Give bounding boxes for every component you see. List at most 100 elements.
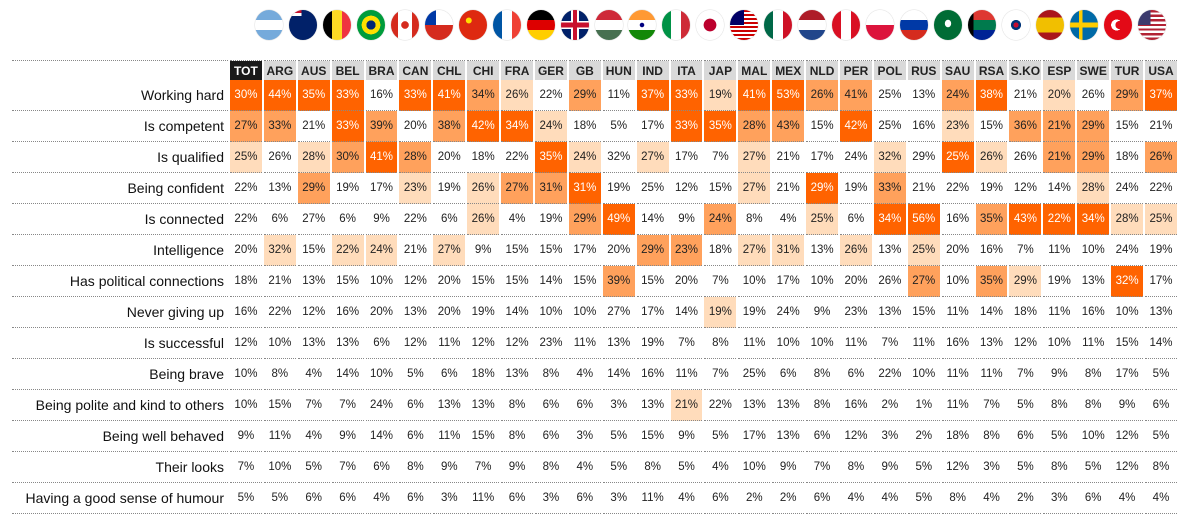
heatmap-cell: 5% bbox=[1007, 389, 1043, 421]
heatmap-cell: 22% bbox=[329, 234, 365, 266]
heatmap-cell: 26% bbox=[261, 141, 297, 173]
column-header-nld: NLD bbox=[804, 60, 840, 80]
heatmap-cell: 26% bbox=[465, 203, 501, 235]
heatmap-cell: 42% bbox=[465, 110, 501, 142]
heatmap-cell: 18% bbox=[228, 265, 263, 297]
heatmap-cell: 17% bbox=[1143, 265, 1177, 297]
heatmap-cell: 17% bbox=[363, 172, 399, 204]
heatmap-cell: 18% bbox=[702, 234, 738, 266]
heatmap-cell: 37% bbox=[634, 80, 670, 111]
heatmap-cell: 19% bbox=[1143, 234, 1177, 266]
heatmap-cell: 19% bbox=[736, 296, 772, 328]
row-label: Being well behaved bbox=[12, 420, 229, 452]
heatmap-cell: 13% bbox=[431, 389, 467, 421]
heatmap-cell: 5% bbox=[1075, 451, 1111, 483]
heatmap-cell: 33% bbox=[871, 172, 907, 204]
heatmap-cell: 33% bbox=[397, 80, 433, 111]
heatmap-cell: 14% bbox=[329, 358, 365, 390]
heatmap-cell: 26% bbox=[499, 80, 535, 111]
row-label: Intelligence bbox=[12, 234, 229, 266]
column-header-fra: FRA bbox=[499, 60, 535, 80]
heatmap-cell: 25% bbox=[1143, 203, 1177, 235]
row-label: Having a good sense of humour bbox=[12, 482, 229, 514]
heatmap-cell: 12% bbox=[838, 420, 873, 452]
heatmap-cell: 12% bbox=[668, 172, 704, 204]
heatmap-cell: 10% bbox=[804, 327, 840, 359]
heatmap-cell: 13% bbox=[871, 234, 907, 266]
heatmap-cell: 19% bbox=[702, 296, 738, 328]
heatmap-cell: 6% bbox=[329, 203, 365, 235]
column-header-chl: CHL bbox=[431, 60, 467, 80]
table-row: Being brave 10% 8% 4% 14% 10% 5% 6% 18% 13% 8% 4% 14… bbox=[12, 358, 1177, 390]
table-row: Having a good sense of humour 5% 5% 6% 6% 4% 6… bbox=[12, 482, 1177, 514]
flag-netherlands-icon bbox=[798, 10, 827, 40]
heatmap-cell: 10% bbox=[939, 265, 975, 297]
heatmap-cell: 10% bbox=[770, 327, 806, 359]
heatmap-cell: 9% bbox=[770, 451, 806, 483]
flag-canada-icon bbox=[390, 10, 419, 40]
heatmap-cell: 24% bbox=[363, 234, 399, 266]
heatmap-cell: 8% bbox=[939, 482, 975, 514]
heatmap-cell: 8% bbox=[499, 389, 535, 421]
heatmap-cell: 26% bbox=[1075, 80, 1111, 111]
heatmap-cell: 15% bbox=[1109, 327, 1145, 359]
heatmap-cell: 12% bbox=[465, 327, 501, 359]
heatmap-cell: 29% bbox=[295, 172, 331, 204]
heatmap-cell: 20% bbox=[939, 234, 975, 266]
heatmap-cell: 8% bbox=[533, 451, 568, 483]
column-header-bel: BEL bbox=[329, 60, 365, 80]
heatmap-cell: 29% bbox=[905, 141, 941, 173]
heatmap-cell: 7% bbox=[804, 451, 840, 483]
heatmap-cell: 35% bbox=[295, 80, 331, 111]
flag-south-africa-icon bbox=[967, 10, 996, 40]
column-header-chi: CHI bbox=[465, 60, 501, 80]
heatmap-cell: 8% bbox=[973, 420, 1009, 452]
heatmap-cell: 41% bbox=[431, 80, 467, 111]
heatmap-cell: 15% bbox=[634, 265, 670, 297]
heatmap-cell: 8% bbox=[804, 358, 840, 390]
heatmap-cell: 15% bbox=[804, 110, 840, 142]
flag-peru-icon bbox=[832, 10, 861, 40]
heatmap-cell: 12% bbox=[1109, 420, 1145, 452]
heatmap-cell: 5% bbox=[1041, 420, 1077, 452]
flag-germany-icon bbox=[526, 10, 555, 40]
heatmap-cell: 15% bbox=[905, 296, 941, 328]
heatmap-cell: 18% bbox=[465, 141, 501, 173]
heatmap-cell: 25% bbox=[634, 172, 670, 204]
heatmap-cell: 28% bbox=[736, 110, 772, 142]
heatmap-cell: 5% bbox=[905, 482, 941, 514]
heatmap-cell: 6% bbox=[295, 482, 331, 514]
heatmap-cell: 32% bbox=[871, 141, 907, 173]
heatmap-cell: 10% bbox=[261, 327, 297, 359]
heatmap-cell: 10% bbox=[261, 451, 297, 483]
heatmap-cell: 8% bbox=[1075, 358, 1111, 390]
heatmap-cell: 21% bbox=[770, 141, 806, 173]
heatmap-cell: 6% bbox=[533, 389, 568, 421]
heatmap-cell: 6% bbox=[1007, 420, 1043, 452]
heatmap-cell: 16% bbox=[939, 327, 975, 359]
heatmap-cell: 9% bbox=[499, 451, 535, 483]
column-header-aus: AUS bbox=[295, 60, 331, 80]
heatmap-cell: 6% bbox=[838, 203, 873, 235]
heatmap-cell: 9% bbox=[228, 420, 263, 452]
heatmap-cell: 20% bbox=[397, 110, 433, 142]
heatmap-cell: 15% bbox=[499, 234, 535, 266]
column-header-can: CAN bbox=[397, 60, 433, 80]
heatmap-cell: 7% bbox=[702, 358, 738, 390]
heatmap-cell: 8% bbox=[838, 451, 873, 483]
heatmap-cell: 18% bbox=[939, 420, 975, 452]
heatmap-cell: 11% bbox=[634, 482, 670, 514]
heatmap-cell: 38% bbox=[431, 110, 467, 142]
heatmap-cell: 14% bbox=[1143, 327, 1177, 359]
heatmap-cell: 29% bbox=[1075, 141, 1111, 173]
heatmap-cell: 4% bbox=[668, 482, 704, 514]
flag-spain-icon bbox=[1035, 10, 1064, 40]
heatmap-cell: 29% bbox=[634, 234, 670, 266]
heatmap-cell: 29% bbox=[566, 80, 602, 111]
row-label: Is qualified bbox=[12, 141, 229, 173]
heatmap-cell: 14% bbox=[363, 420, 399, 452]
heatmap-cell: 17% bbox=[634, 296, 670, 328]
heatmap-cell: 16% bbox=[228, 296, 263, 328]
heatmap-cell: 30% bbox=[329, 141, 365, 173]
heatmap-cell: 7% bbox=[329, 451, 365, 483]
